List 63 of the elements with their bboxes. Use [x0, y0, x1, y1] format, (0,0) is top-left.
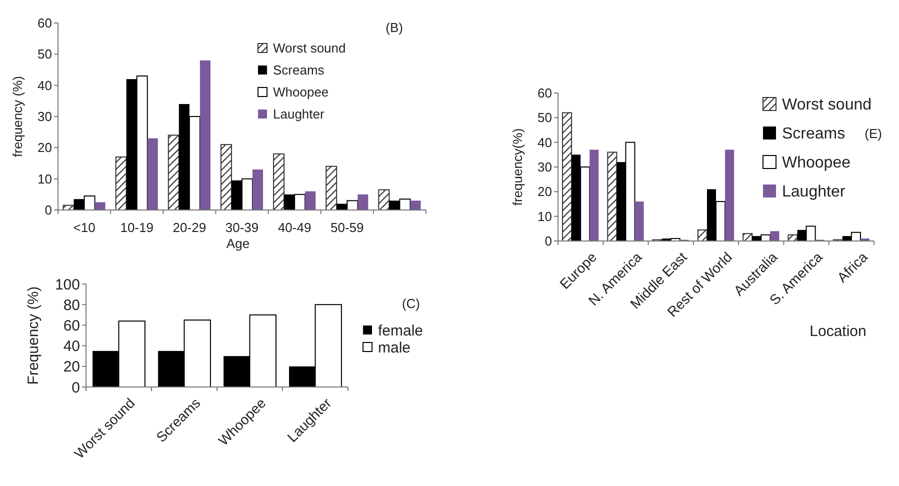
x-tick-label: 10-19 — [120, 220, 154, 235]
x-tick-label: 40-49 — [278, 220, 312, 235]
legend-label: Worst sound — [273, 40, 346, 56]
x-axis-title: Location — [810, 323, 866, 340]
y-tick-label: 60 — [538, 86, 552, 101]
y-tick-label: 20 — [63, 358, 80, 376]
y-tick-label: 10 — [538, 208, 552, 224]
bar — [147, 138, 158, 210]
x-tick-label: 30-39 — [225, 220, 259, 235]
y-tick-label: 80 — [63, 296, 80, 314]
bar — [562, 112, 572, 242]
y-tick-label: 50 — [38, 46, 52, 62]
bar — [590, 150, 599, 241]
y-axis-title: frequency (%) — [10, 76, 25, 157]
bar — [220, 144, 232, 210]
bar — [168, 134, 180, 210]
legend-label: Whoopee — [273, 84, 329, 100]
bar — [252, 169, 264, 210]
y-tick-label: 0 — [72, 379, 80, 396]
y-tick-label: 100 — [54, 276, 80, 294]
x-tick-label: 20-29 — [172, 220, 206, 235]
y-tick-label: 20 — [538, 184, 552, 200]
bar — [725, 150, 734, 241]
bar — [607, 152, 618, 242]
legend-label: Whoopee — [782, 154, 851, 172]
y-axis-title: Frequency (%) — [25, 286, 42, 385]
legend-label: male — [378, 339, 411, 356]
y-tick-label: 30 — [38, 109, 52, 124]
annotation: (E) — [864, 126, 882, 141]
bar — [273, 153, 285, 210]
y-tick-label: 60 — [63, 317, 80, 334]
y-tick-label: 60 — [38, 16, 52, 31]
bar — [358, 194, 368, 210]
bar — [305, 191, 316, 210]
y-tick-label: 40 — [63, 338, 80, 356]
y-tick-label: 40 — [38, 78, 52, 93]
y-tick-label: 0 — [44, 202, 52, 218]
x-axis-title: Age — [226, 236, 250, 251]
annotation: (B) — [386, 20, 403, 35]
x-tick-label: <10 — [73, 220, 96, 235]
bar — [115, 156, 127, 210]
bar — [410, 200, 421, 210]
y-tick-label: 20 — [38, 140, 52, 156]
legend-label: Screams — [273, 62, 325, 78]
legend-label: Screams — [782, 126, 846, 143]
bar — [200, 60, 210, 210]
bar — [378, 189, 390, 210]
y-axis-title: frequency(%) — [510, 128, 525, 206]
text: (C) — [402, 296, 420, 311]
y-tick-label: 10 — [38, 171, 52, 186]
y-tick-label: 50 — [538, 110, 552, 126]
bar — [634, 202, 644, 241]
x-tick-label: 50-59 — [330, 220, 364, 235]
legend-label: Laughter — [273, 106, 325, 122]
legend-label: female — [378, 322, 424, 340]
bar — [94, 202, 106, 210]
bar — [326, 166, 338, 210]
y-tick-label: 0 — [544, 234, 552, 249]
legend-label: Worst sound — [782, 96, 872, 114]
y-tick-label: 40 — [538, 134, 552, 150]
legend-label: Laughter — [782, 184, 846, 201]
bar — [770, 231, 780, 241]
y-tick-label: 30 — [538, 160, 552, 175]
